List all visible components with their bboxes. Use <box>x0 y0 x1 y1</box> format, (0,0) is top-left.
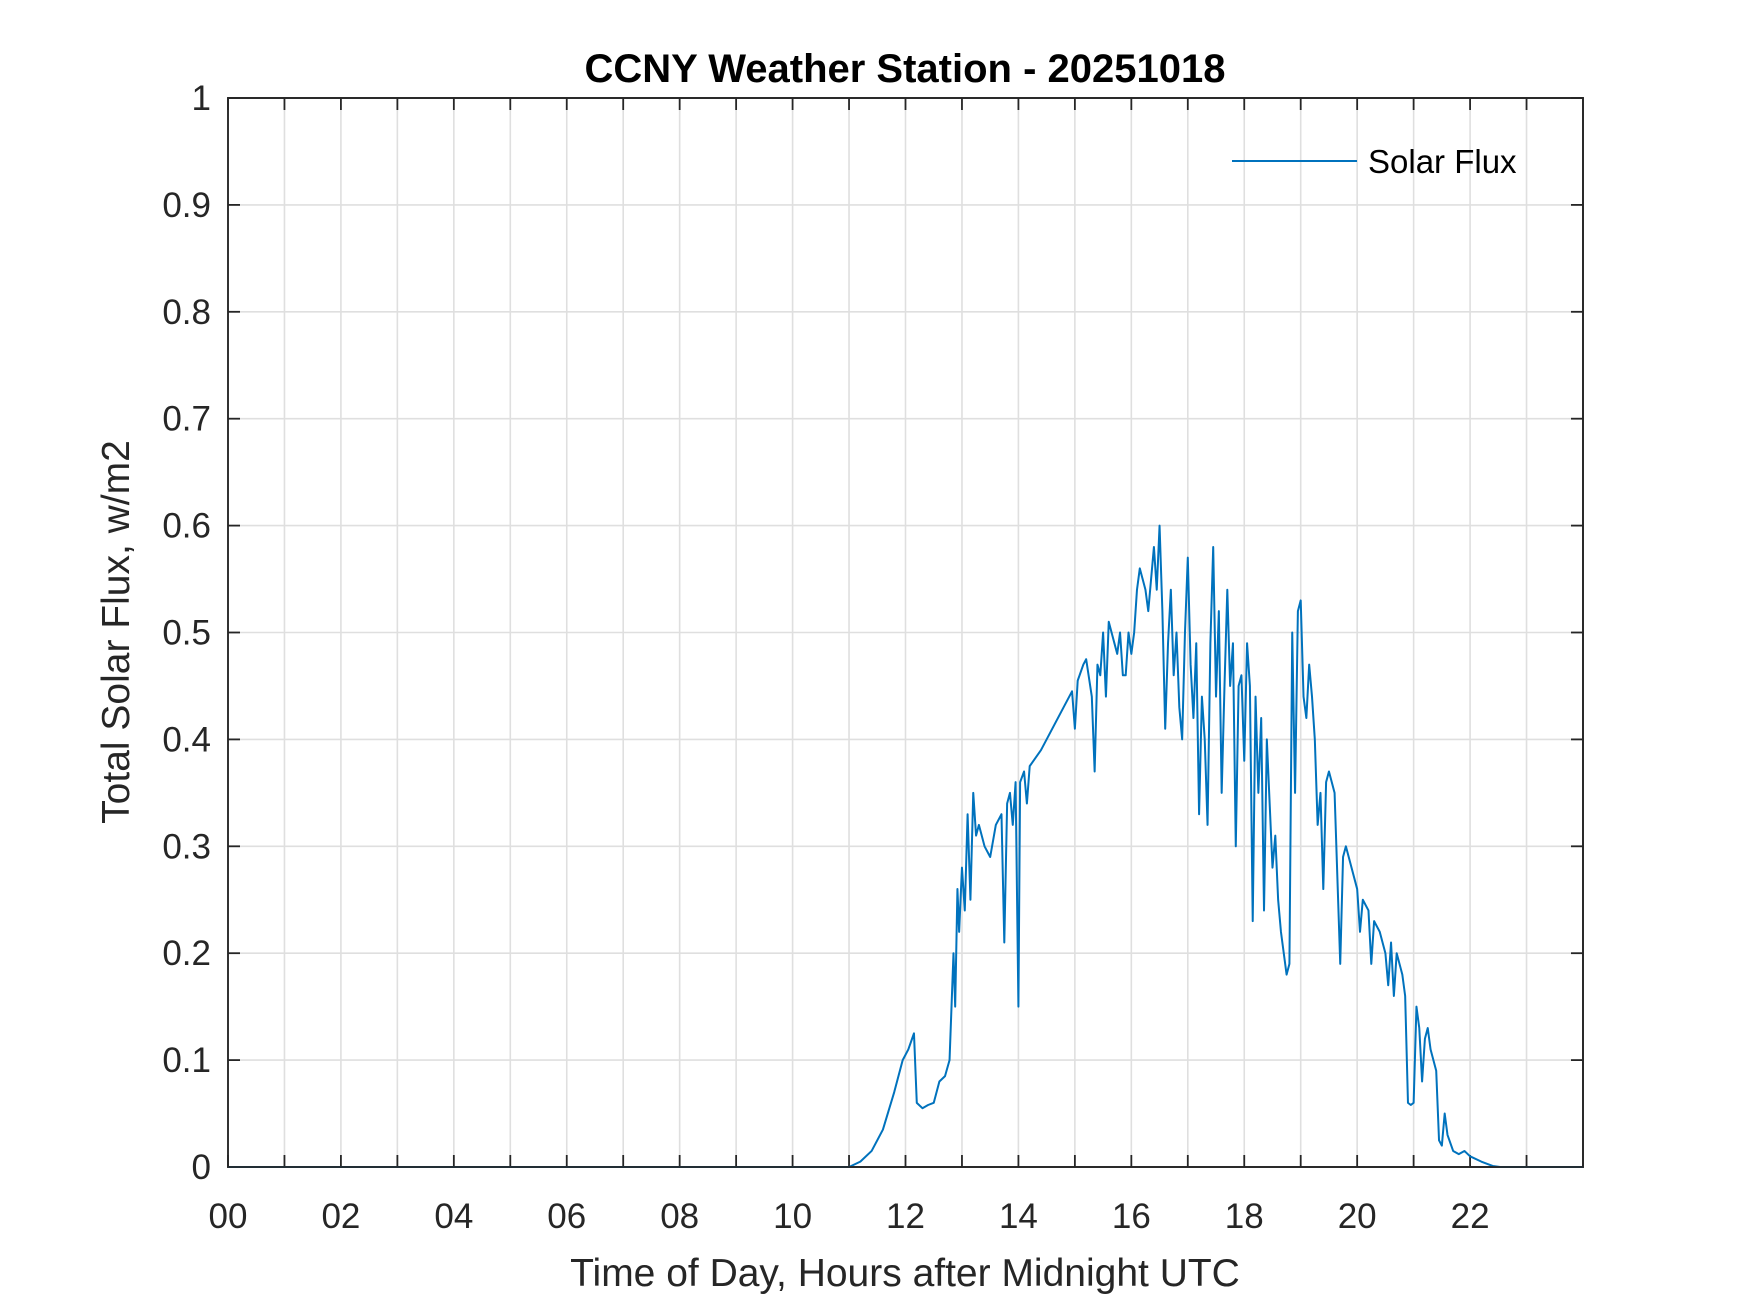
x-axis-label: Time of Day, Hours after Midnight UTC <box>570 1252 1240 1295</box>
x-tick-label: 10 <box>773 1197 812 1236</box>
y-tick-labels: 0 0.1 0.2 0.3 0.4 0.5 0.6 0.7 0.8 0.9 1 <box>162 79 211 1187</box>
series-line-solar-flux <box>228 524 1583 1168</box>
y-tick-label: 0.8 <box>162 293 211 332</box>
y-tick-label: 0.6 <box>162 507 211 546</box>
x-tick-label: 22 <box>1451 1197 1490 1236</box>
x-tick-label: 00 <box>209 1197 248 1236</box>
x-tick-label: 02 <box>321 1197 360 1236</box>
x-tick-label: 18 <box>1225 1197 1264 1236</box>
x-tick-label: 14 <box>999 1197 1038 1236</box>
x-tick-label: 16 <box>1112 1197 1151 1236</box>
y-tick-label: 0.3 <box>162 827 211 866</box>
series-layer <box>228 524 1583 1168</box>
x-tick-label: 06 <box>547 1197 586 1236</box>
legend-label-solar-flux: Solar Flux <box>1368 143 1517 180</box>
y-grid <box>228 204 1583 1061</box>
y-tick-label: 0.7 <box>162 400 211 439</box>
x-tick-label: 20 <box>1338 1197 1377 1236</box>
axes-frame <box>227 97 1584 1168</box>
x-tick-labels: 00 02 04 06 08 10 12 14 16 18 20 22 <box>209 1197 1490 1236</box>
y-tick-label: 0.4 <box>162 720 211 759</box>
legend[interactable]: Solar Flux <box>1232 143 1517 180</box>
chart-title: CCNY Weather Station - 20251018 <box>585 47 1226 91</box>
y-tick-label: 0 <box>192 1148 211 1187</box>
y-tick-label: 0.9 <box>162 186 211 225</box>
y-tick-label: 0.5 <box>162 614 211 653</box>
x-tick-label: 04 <box>434 1197 473 1236</box>
tick-marks <box>227 97 1583 1168</box>
y-tick-label: 1 <box>192 79 211 118</box>
y-tick-label: 0.2 <box>162 934 211 973</box>
y-axis-label: Total Solar Flux, w/m2 <box>95 440 138 824</box>
x-tick-label: 08 <box>660 1197 699 1236</box>
x-tick-label: 12 <box>886 1197 925 1236</box>
y-tick-label: 0.1 <box>162 1041 211 1080</box>
